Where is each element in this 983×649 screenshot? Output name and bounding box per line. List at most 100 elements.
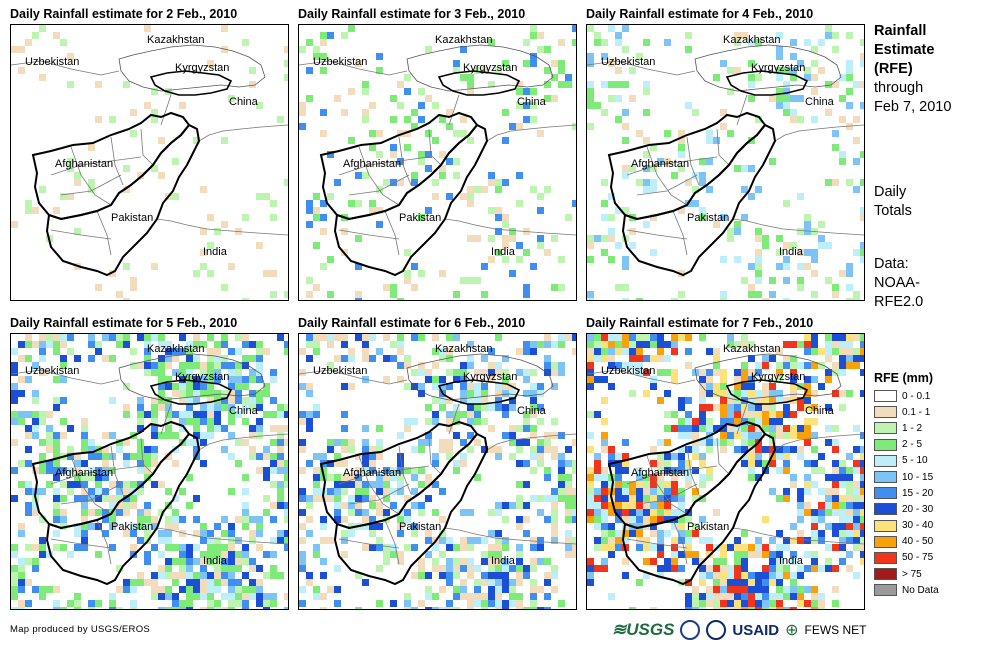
legend-swatch <box>874 551 897 564</box>
rainfall-map: Kazakhstan Uzbekistan Kyrgyzstan China Afgha… <box>10 24 289 301</box>
side-title-1: Rainfall <box>874 23 927 39</box>
legend-label: 40 - 50 <box>902 536 934 548</box>
country-label-pakistan: Pakistan <box>687 212 729 224</box>
panel-title: Daily Rainfall estimate for 5 Feb., 2010 <box>10 316 238 330</box>
legend-item: 1 - 2 <box>874 420 939 436</box>
province-borders <box>11 44 288 256</box>
country-label-uzbekistan: Uzbekistan <box>313 365 367 377</box>
noaa-logo-icon <box>680 620 701 640</box>
legend-label: 50 - 75 <box>902 552 934 564</box>
side-data-3: RFE2.0 <box>874 294 924 310</box>
legend-item: > 75 <box>874 566 939 582</box>
panel-title: Daily Rainfall estimate for 2 Feb., 2010 <box>10 7 238 21</box>
legend-item: 20 - 30 <box>874 501 939 517</box>
country-label-kyrgyzstan: Kyrgyzstan <box>751 62 805 74</box>
country-label-india: India <box>203 246 228 258</box>
side-title-3: (RFE) <box>874 61 913 77</box>
rainfall-cells <box>587 25 864 300</box>
country-borders <box>31 379 233 586</box>
legend-label: 1 - 2 <box>902 422 923 434</box>
country-label-china: China <box>517 96 547 108</box>
legend-swatch <box>874 519 897 532</box>
country-label-kazakhstan: Kazakhstan <box>435 343 492 355</box>
side-date: Feb 7, 2010 <box>874 99 952 115</box>
panel-title: Daily Rainfall estimate for 4 Feb., 2010 <box>586 7 814 21</box>
usgs-logo: ≋USGS <box>612 620 675 639</box>
legend-swatch <box>874 454 897 467</box>
legend-label: 5 - 10 <box>902 455 928 467</box>
legend-item: 5 - 10 <box>874 453 939 469</box>
logo-strip: ≋USGS USAID ⊕ FEWS NET <box>612 616 867 644</box>
country-label-afghanistan: Afghanistan <box>55 158 113 170</box>
legend-swatch <box>874 568 897 581</box>
side-info: Rainfall Estimate (RFE) through Feb 7, 2… <box>874 22 951 117</box>
country-label-pakistan: Pakistan <box>111 212 153 224</box>
country-label-pakistan: Pakistan <box>399 521 441 533</box>
legend-swatch <box>874 487 897 500</box>
country-label-uzbekistan: Uzbekistan <box>313 56 367 68</box>
country-label-afghanistan: Afghanistan <box>55 467 113 479</box>
country-label-afghanistan: Afghanistan <box>343 467 401 479</box>
country-label-kyrgyzstan: Kyrgyzstan <box>463 371 517 383</box>
panel-title: Daily Rainfall estimate for 6 Feb., 2010 <box>298 316 526 330</box>
country-label-afghanistan: Afghanistan <box>631 158 689 170</box>
country-label-kazakhstan: Kazakhstan <box>435 34 492 46</box>
country-label-china: China <box>229 405 259 417</box>
legend-label: > 75 <box>902 568 922 580</box>
legend-item: 2 - 5 <box>874 437 939 453</box>
legend-label: 10 - 15 <box>902 471 934 483</box>
side-data-1: Data: <box>874 256 909 272</box>
country-label-kyrgyzstan: Kyrgyzstan <box>175 371 229 383</box>
country-label-pakistan: Pakistan <box>399 212 441 224</box>
legend-item: 0 - 0.1 <box>874 388 939 404</box>
country-label-india: India <box>491 555 516 567</box>
side-data: Data: NOAA- RFE2.0 <box>874 255 923 312</box>
country-label-india: India <box>491 246 516 258</box>
legend-label: 15 - 20 <box>902 487 934 499</box>
side-through: through <box>874 80 924 96</box>
legend-label: 2 - 5 <box>902 439 923 451</box>
panel-title: Daily Rainfall estimate for 3 Feb., 2010 <box>298 7 526 21</box>
country-label-india: India <box>779 246 804 258</box>
legend-swatch <box>874 438 897 451</box>
rainfall-map: Kazakhstan Uzbekistan Kyrgyzstan China Afgha… <box>298 24 577 301</box>
country-label-china: China <box>517 405 547 417</box>
country-label-pakistan: Pakistan <box>687 521 729 533</box>
rainfall-cells <box>11 334 288 609</box>
rainfall-cells <box>587 334 864 609</box>
legend-item: 30 - 40 <box>874 518 939 534</box>
legend-swatch <box>874 535 897 548</box>
country-label-uzbekistan: Uzbekistan <box>601 56 655 68</box>
country-borders <box>319 70 521 277</box>
legend-swatch <box>874 503 897 516</box>
legend-title: RFE (mm) <box>874 371 934 385</box>
rainfall-map: Kazakhstan Uzbekistan Kyrgyzstan China Afgha… <box>10 333 289 610</box>
legend-label: 0.1 - 1 <box>902 406 931 418</box>
credit-text: Map produced by USGS/EROS <box>10 624 151 635</box>
legend-label: 0 - 0.1 <box>902 390 931 402</box>
rainfall-cells <box>11 25 288 300</box>
legend-item: 40 - 50 <box>874 534 939 550</box>
country-label-kyrgyzstan: Kyrgyzstan <box>751 371 805 383</box>
country-label-pakistan: Pakistan <box>111 521 153 533</box>
rainfall-map: Kazakhstan Uzbekistan Kyrgyzstan China Afgha… <box>586 333 865 610</box>
legend-swatch <box>874 584 897 597</box>
country-label-uzbekistan: Uzbekistan <box>25 56 79 68</box>
country-label-china: China <box>805 405 835 417</box>
country-label-kyrgyzstan: Kyrgyzstan <box>175 62 229 74</box>
rainfall-map: Kazakhstan Uzbekistan Kyrgyzstan China Afgha… <box>586 24 865 301</box>
country-label-kazakhstan: Kazakhstan <box>147 343 204 355</box>
country-label-afghanistan: Afghanistan <box>631 467 689 479</box>
legend-item: 10 - 15 <box>874 469 939 485</box>
country-label-uzbekistan: Uzbekistan <box>601 365 655 377</box>
legend-item: 0.1 - 1 <box>874 404 939 420</box>
legend-label: No Data <box>902 584 939 596</box>
legend-label: 30 - 40 <box>902 520 934 532</box>
country-label-uzbekistan: Uzbekistan <box>25 365 79 377</box>
legend: RFE (mm) 0 - 0.1 0.1 - 1 1 - 2 2 - 5 5 - 10 1… <box>874 371 939 598</box>
side-data-2: NOAA- <box>874 275 920 291</box>
country-borders <box>319 379 521 586</box>
legend-swatch <box>874 390 897 403</box>
country-borders <box>607 379 809 586</box>
side-title-2: Estimate <box>874 42 935 58</box>
